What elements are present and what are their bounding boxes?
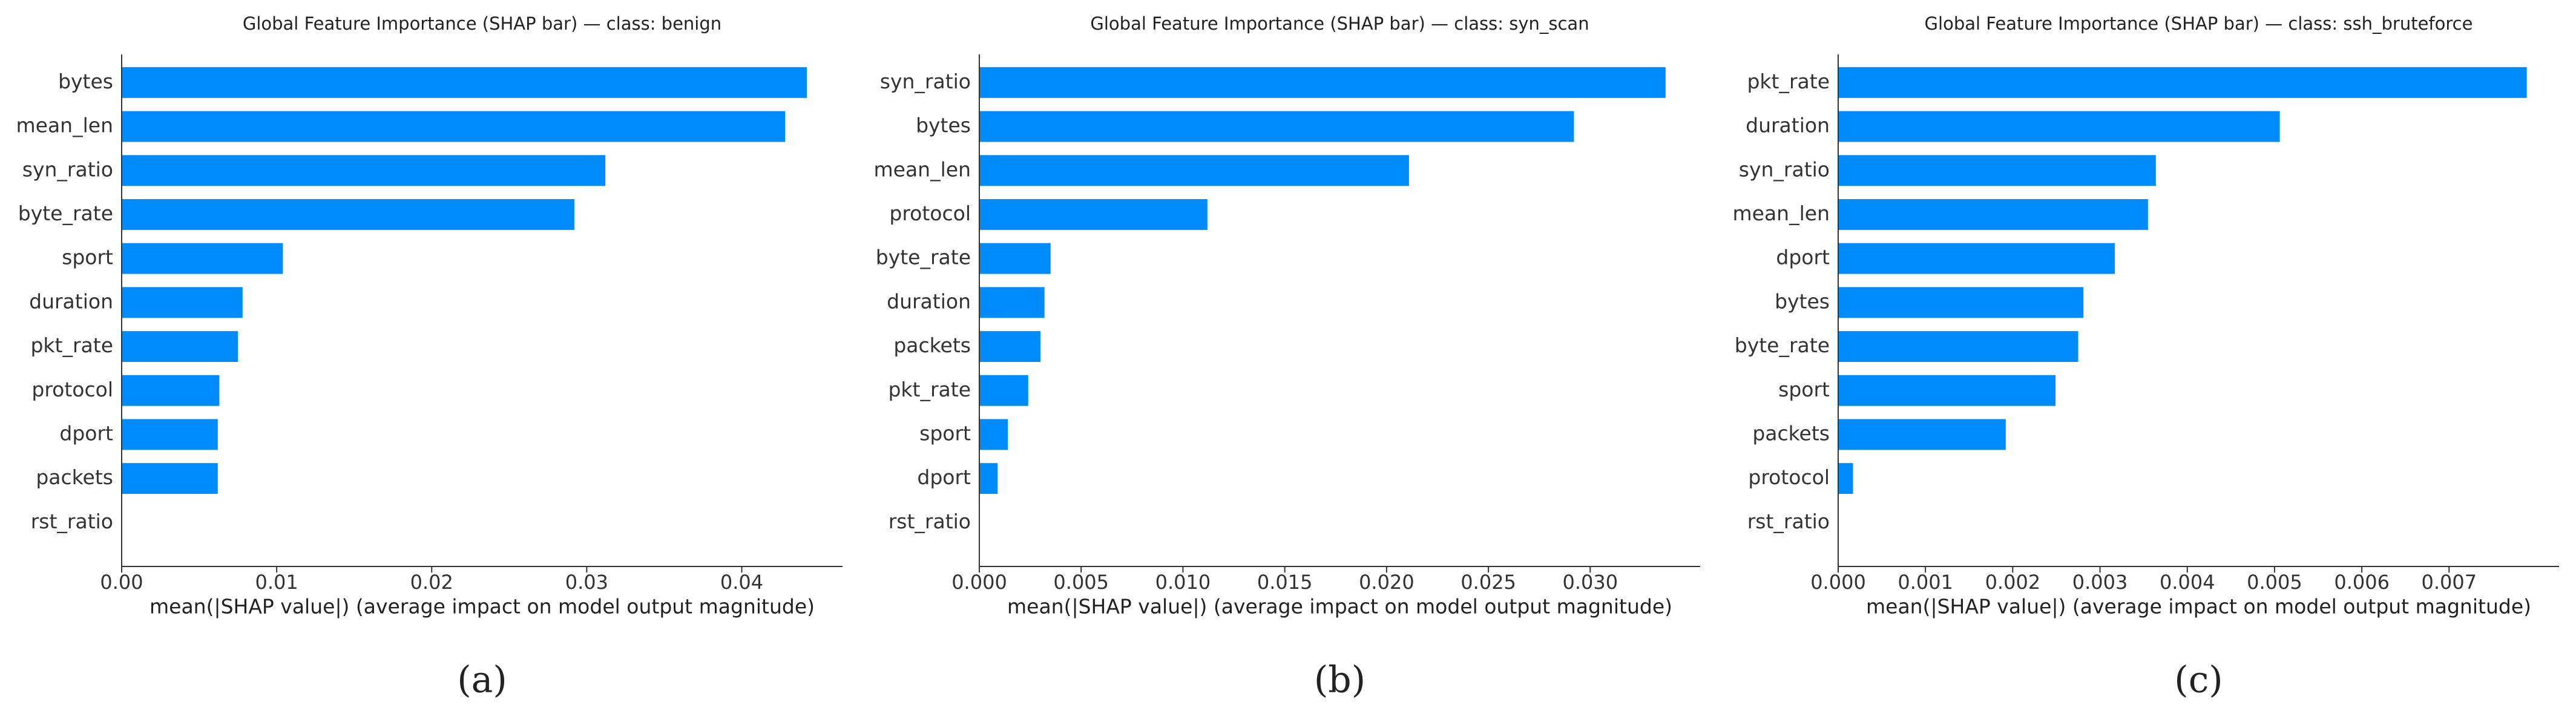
bar — [122, 243, 283, 274]
y-tick-label: bytes — [1775, 289, 1830, 313]
chart-title: Global Feature Importance (SHAP bar) — c… — [1925, 13, 2473, 34]
bar — [979, 67, 1666, 98]
x-tick-label: 0.005 — [1053, 571, 1109, 594]
bar — [979, 155, 1409, 186]
x-axis-label: mean(|SHAP value|) (average impact on mo… — [1007, 595, 1672, 619]
bar — [122, 419, 218, 450]
y-tick-label: pkt_rate — [888, 378, 971, 401]
bar — [1838, 331, 2078, 362]
bar — [122, 67, 807, 98]
bar — [979, 419, 1008, 450]
x-axis-label: mean(|SHAP value|) (average impact on mo… — [1866, 595, 2531, 619]
x-tick-label: 0.030 — [1563, 571, 1618, 594]
y-tick-label: sport — [62, 246, 113, 269]
y-tick-label: mean_len — [874, 157, 971, 181]
x-tick-label: 0.03 — [565, 571, 608, 594]
y-tick-label: mean_len — [16, 114, 113, 137]
bar — [122, 287, 243, 318]
y-tick-label: syn_ratio — [1739, 157, 1830, 181]
panel-caption: (c) — [2174, 659, 2223, 701]
y-tick-label: rst_ratio — [31, 510, 113, 533]
x-tick-label: 0.025 — [1460, 571, 1516, 594]
bar — [1838, 199, 2148, 230]
x-tick-label: 0.006 — [2334, 571, 2390, 594]
bar — [1838, 375, 2056, 406]
y-tick-label: syn_ratio — [880, 70, 971, 93]
x-tick-label: 0.01 — [255, 571, 298, 594]
x-tick-label: 0.004 — [2160, 571, 2215, 594]
y-tick-label: pkt_rate — [30, 333, 113, 357]
y-tick-label: bytes — [58, 70, 113, 93]
y-tick-label: sport — [1778, 378, 1830, 401]
x-tick-label: 0.020 — [1359, 571, 1414, 594]
bar — [1838, 67, 2527, 98]
y-tick-label: mean_len — [1733, 202, 1830, 225]
bar — [122, 111, 786, 142]
chart-title: Global Feature Importance (SHAP bar) — c… — [243, 13, 721, 34]
y-tick-label: dport — [917, 465, 971, 489]
bar — [1838, 287, 2084, 318]
y-tick-label: dport — [59, 421, 113, 445]
y-tick-label: sport — [919, 421, 971, 445]
y-tick-label: rst_ratio — [889, 510, 971, 533]
y-tick-label: packets — [1752, 421, 1830, 445]
x-tick-label: 0.00 — [100, 571, 143, 594]
bar — [979, 463, 998, 494]
y-tick-label: duration — [1746, 114, 1830, 137]
y-tick-label: bytes — [916, 114, 971, 137]
y-tick-label: duration — [29, 289, 113, 313]
y-tick-label: packets — [893, 333, 971, 357]
bar — [979, 375, 1028, 406]
panel-caption: (b) — [1314, 659, 1365, 701]
bar — [979, 287, 1045, 318]
x-axis-label: mean(|SHAP value|) (average impact on mo… — [150, 595, 815, 619]
bar — [1838, 463, 1853, 494]
bar — [122, 331, 238, 362]
x-tick-label: 0.007 — [2422, 571, 2477, 594]
x-tick-label: 0.015 — [1257, 571, 1313, 594]
bar — [979, 243, 1051, 274]
bar — [122, 463, 218, 494]
y-tick-label: byte_rate — [1735, 333, 1830, 357]
bar — [122, 375, 220, 406]
y-tick-label: byte_rate — [18, 202, 113, 225]
bar — [1838, 243, 2115, 274]
bar — [1838, 155, 2156, 186]
y-tick-label: syn_ratio — [22, 157, 113, 181]
bar — [122, 199, 574, 230]
chart-title: Global Feature Importance (SHAP bar) — c… — [1090, 13, 1589, 34]
x-tick-label: 0.000 — [951, 571, 1007, 594]
y-tick-label: protocol — [1748, 465, 1830, 489]
bar — [979, 331, 1040, 362]
x-tick-label: 0.002 — [1985, 571, 2041, 594]
y-tick-label: rst_ratio — [1747, 510, 1830, 533]
x-tick-label: 0.02 — [410, 571, 453, 594]
x-tick-label: 0.000 — [1810, 571, 1866, 594]
panel-caption: (a) — [457, 659, 507, 701]
y-tick-label: packets — [36, 465, 113, 489]
x-tick-label: 0.005 — [2247, 571, 2302, 594]
bar — [122, 155, 606, 186]
y-tick-label: protocol — [889, 202, 971, 225]
bar — [1838, 111, 2280, 142]
x-tick-label: 0.04 — [720, 571, 763, 594]
y-tick-label: duration — [887, 289, 971, 313]
x-tick-label: 0.010 — [1155, 571, 1211, 594]
bar — [979, 111, 1574, 142]
y-tick-label: pkt_rate — [1747, 70, 1830, 93]
bar — [1838, 419, 2006, 450]
bar — [979, 199, 1208, 230]
x-tick-label: 0.001 — [1898, 571, 1953, 594]
y-tick-label: byte_rate — [876, 246, 971, 269]
y-tick-label: dport — [1776, 246, 1830, 269]
x-tick-label: 0.003 — [2072, 571, 2128, 594]
y-tick-label: protocol — [31, 378, 113, 401]
